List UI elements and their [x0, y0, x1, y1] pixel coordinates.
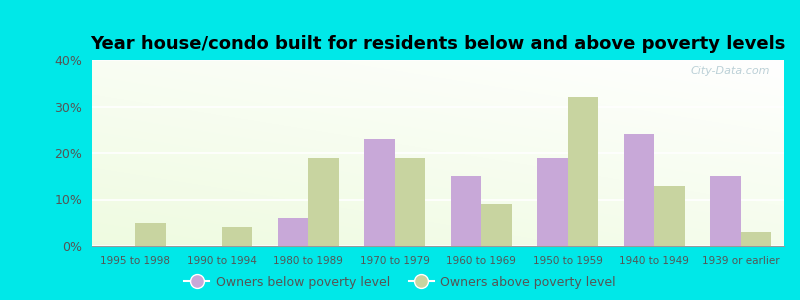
Bar: [624, 134, 654, 246]
Bar: [482, 204, 511, 246]
Bar: [654, 185, 685, 246]
Bar: [394, 158, 425, 246]
Text: City-Data.com: City-Data.com: [690, 66, 770, 76]
Bar: [451, 176, 482, 246]
Bar: [538, 158, 568, 246]
Title: Year house/condo built for residents below and above poverty levels: Year house/condo built for residents bel…: [90, 35, 786, 53]
Bar: [568, 97, 598, 246]
Bar: [308, 158, 338, 246]
Bar: [278, 218, 308, 246]
Bar: [365, 139, 394, 246]
Bar: [710, 176, 741, 246]
Legend: Owners below poverty level, Owners above poverty level: Owners below poverty level, Owners above…: [179, 271, 621, 294]
Bar: [135, 223, 166, 246]
Bar: [222, 227, 252, 246]
Bar: [741, 232, 771, 246]
